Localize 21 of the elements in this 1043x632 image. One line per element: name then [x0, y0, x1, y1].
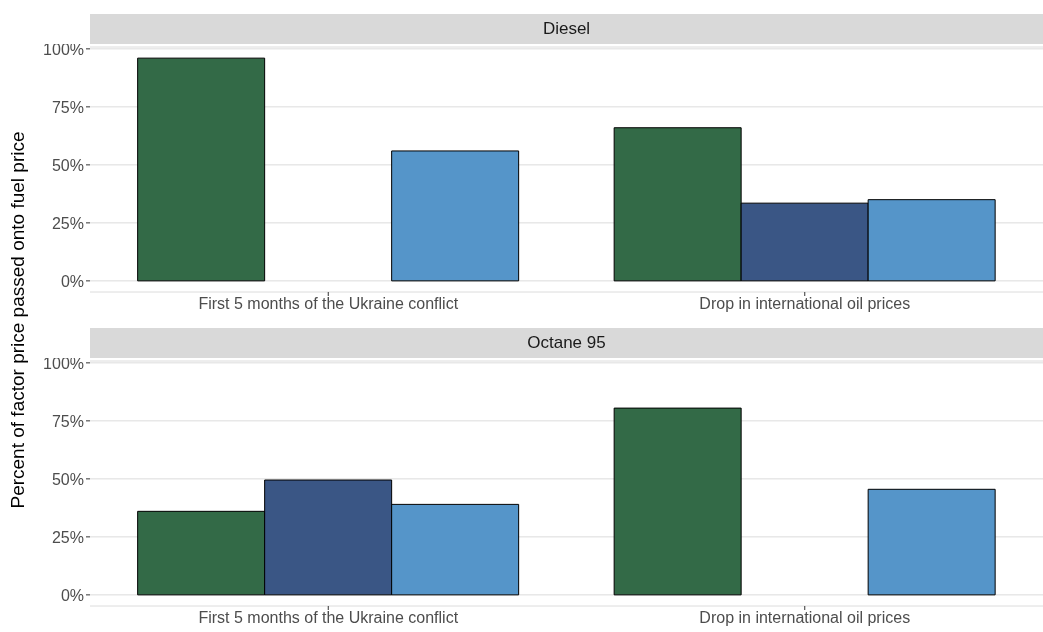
y-tick-label: 0%: [60, 272, 84, 290]
y-tick-label: 75%: [51, 98, 84, 116]
y-axis-title: Percent of factor price passed onto fuel price: [7, 131, 29, 509]
chart-title: Octane 95: [90, 328, 1043, 358]
y-tick-label: 25%: [51, 214, 84, 232]
y-tick-label: 100%: [43, 40, 84, 58]
bar: [137, 57, 266, 282]
y-tick-label: 0%: [60, 586, 84, 604]
x-tick-label: First 5 months of the Ukraine conflict: [198, 295, 459, 313]
y-tick-label: 50%: [51, 470, 84, 488]
y-tick-label: 100%: [43, 354, 84, 372]
x-tick-label: First 5 months of the Ukraine conflict: [198, 609, 459, 627]
x-tick-label: Drop in international oil prices: [699, 295, 911, 313]
y-tick-label: 50%: [51, 156, 84, 174]
bar: [613, 407, 742, 596]
y-tick-label: 75%: [51, 412, 84, 430]
x-tick-label: Drop in international oil prices: [699, 609, 911, 627]
bar: [391, 150, 520, 282]
chart-title: Diesel: [90, 14, 1043, 44]
y-tick-label: 25%: [51, 528, 84, 546]
bar: [867, 488, 996, 596]
